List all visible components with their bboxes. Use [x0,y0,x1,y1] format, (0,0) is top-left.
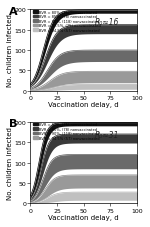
Text: R₀≈31: R₀≈31 [94,130,119,139]
X-axis label: Vaccination delay, d: Vaccination delay, d [48,102,119,108]
X-axis label: Vaccination delay, d: Vaccination delay, d [48,214,119,220]
Legend: BVR = 80%, (75) nonvaccinated, BVR = 85%, (78) nonvaccinated, BVR = 90%, (118) n: BVR = 80%, (75) nonvaccinated, BVR = 85%… [33,10,101,33]
Y-axis label: No. children infected: No. children infected [7,15,13,87]
Text: R₀≈16: R₀≈16 [94,18,119,27]
Y-axis label: No. children infected: No. children infected [7,127,13,199]
Text: A: A [9,7,18,17]
Text: B: B [9,119,17,129]
Legend: BVR = 80%, (75) nonvaccinated, BVR = 85%, (78) nonvaccinated, BVR = 90%, (118) n: BVR = 80%, (75) nonvaccinated, BVR = 85%… [33,122,100,141]
